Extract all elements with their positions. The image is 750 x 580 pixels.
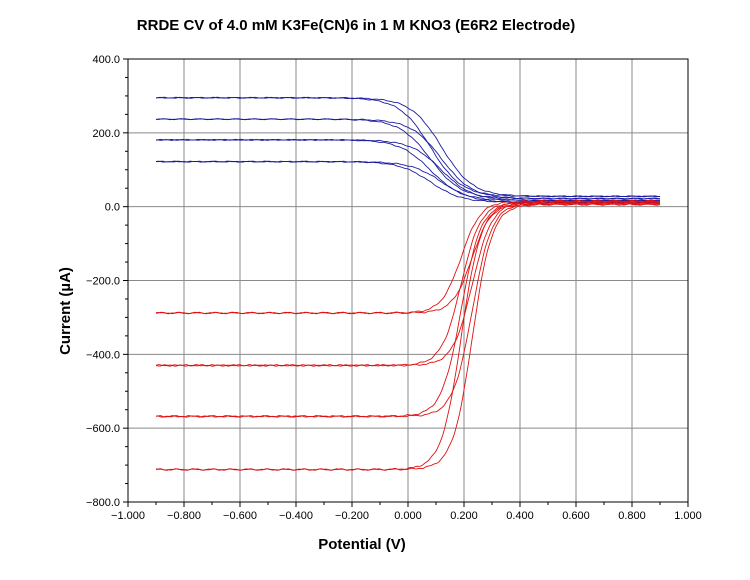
y-tick-label: −400.0 [86, 349, 120, 361]
series-line-reverse [155, 203, 661, 471]
x-tick-label: 1.000 [674, 510, 702, 522]
series-line-reverse [155, 201, 661, 367]
series-line-reverse [155, 138, 661, 202]
series-disk-1 [155, 199, 661, 315]
series-layer [155, 96, 661, 471]
series-line-reverse [155, 118, 661, 200]
x-tick-label: −1.000 [111, 510, 145, 522]
grid [128, 59, 688, 502]
x-tick-label: 0.200 [450, 510, 478, 522]
x-tick-label: −0.800 [167, 510, 201, 522]
series-line-forward [155, 96, 661, 198]
x-tick-label: −0.200 [335, 510, 369, 522]
x-tick-label: 0.000 [394, 510, 422, 522]
x-tick-label: 0.800 [618, 510, 646, 522]
y-tick-label: −600.0 [86, 423, 120, 435]
y-tick-label: −200.0 [86, 276, 120, 288]
x-axis-label: Potential (V) [318, 536, 406, 553]
series-ring-1 [155, 96, 661, 198]
axis-ticks: −1.000 −0.800 −0.600 −0.400 −0.200 0.000 0.200… [86, 54, 702, 522]
series-disk-4 [155, 203, 661, 471]
y-axis-label: Current (µA) [57, 267, 74, 355]
series-line-reverse [155, 199, 661, 315]
y-tick-label: 200.0 [92, 128, 120, 140]
x-tick-label: 0.400 [506, 510, 534, 522]
x-tick-label: −0.400 [279, 510, 313, 522]
x-tick-label: −0.600 [223, 510, 257, 522]
chart-title: RRDE CV of 4.0 mM K3Fe(CN)6 in 1 M KNO3 … [137, 17, 575, 34]
series-ring-2 [155, 118, 661, 200]
y-tick-label: 400.0 [92, 54, 120, 66]
x-tick-label: 0.600 [562, 510, 590, 522]
y-tick-label: −800.0 [86, 497, 120, 509]
series-line-reverse [155, 202, 661, 418]
series-line-reverse [155, 96, 661, 198]
y-tick-label: 0.0 [105, 202, 120, 214]
